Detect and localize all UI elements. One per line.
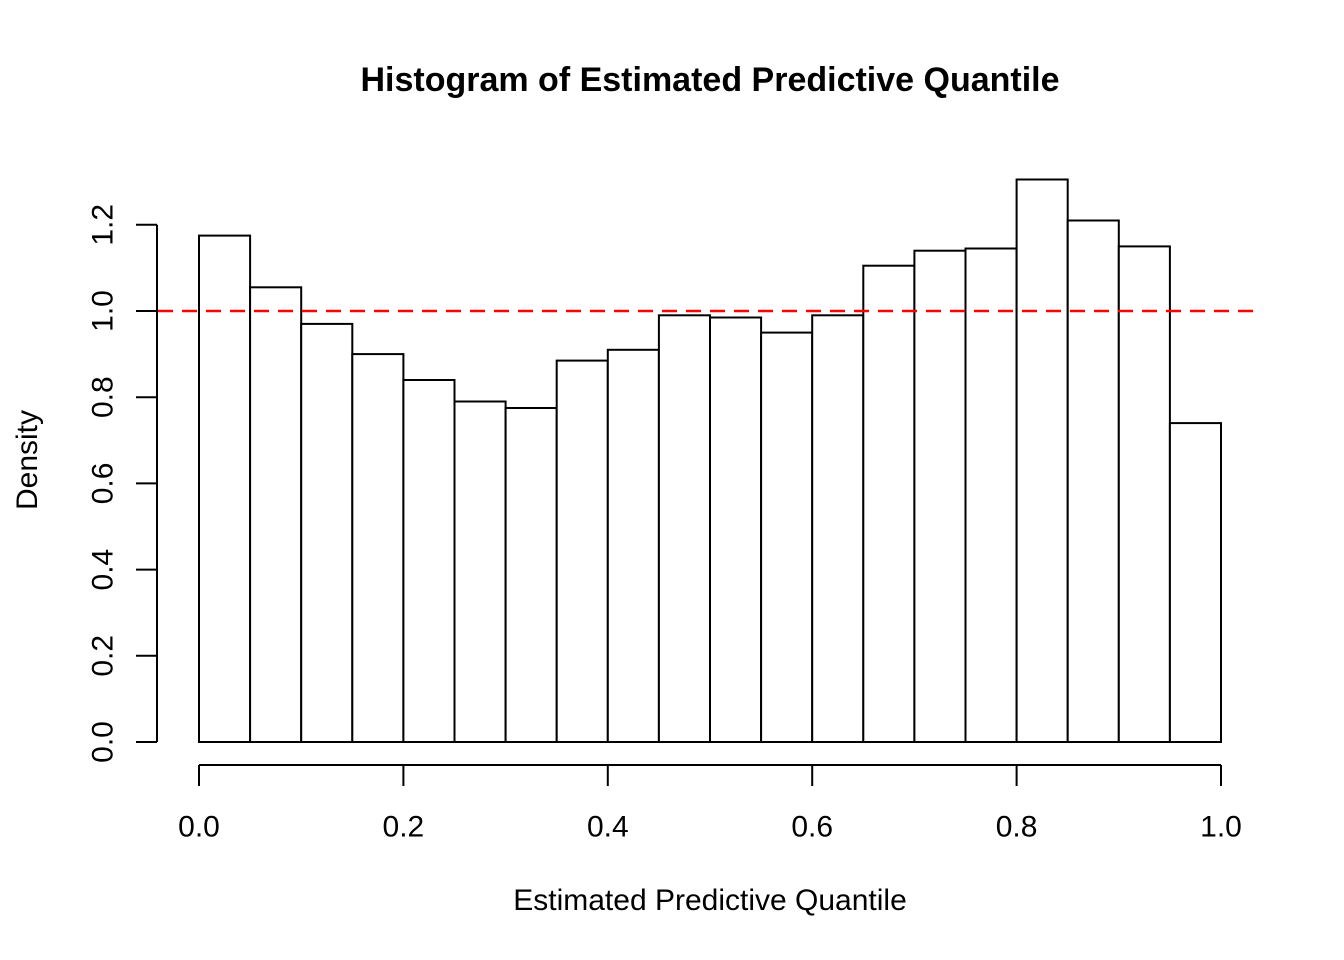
histogram-bar (1015, 178, 1069, 743)
y-tick-label: 0.6 (87, 463, 120, 505)
y-tick-label: 0.0 (87, 721, 120, 763)
histogram-bar (811, 314, 865, 743)
histogram-bar (402, 379, 456, 743)
x-tick-label: 0.2 (383, 811, 425, 844)
histogram-bar (913, 249, 967, 743)
y-tick-label: 1.2 (87, 204, 120, 246)
y-tick-label: 0.2 (87, 635, 120, 677)
histogram-bar (1066, 219, 1120, 743)
histogram-bar (1117, 245, 1171, 743)
x-axis-title: Estimated Predictive Quantile (513, 884, 907, 917)
histogram-bar (606, 348, 660, 743)
chart-title: Histogram of Estimated Predictive Quanti… (360, 61, 1060, 99)
histogram-bar (300, 322, 354, 743)
y-tick-label: 0.8 (87, 376, 120, 418)
histogram-bar (504, 407, 558, 743)
x-tick-label: 0.0 (178, 811, 220, 844)
histogram-bar (351, 353, 405, 743)
y-tick-label: 1.0 (87, 290, 120, 332)
histogram-bar (249, 286, 303, 743)
histogram-bar (657, 314, 712, 743)
histogram-bar (760, 331, 814, 743)
x-tick-label: 0.4 (587, 811, 629, 844)
histogram-bar (964, 247, 1018, 743)
histogram-bar (453, 400, 507, 743)
histogram-bar (198, 234, 252, 743)
histogram-bar (709, 316, 763, 743)
x-tick-label: 0.6 (791, 811, 833, 844)
x-tick-label: 0.8 (996, 811, 1038, 844)
histogram-bar (862, 264, 916, 743)
y-axis-title: Density (11, 409, 44, 511)
y-tick-label: 0.4 (87, 549, 120, 591)
histogram-bar (555, 359, 609, 743)
histogram-bar (1168, 422, 1223, 743)
x-tick-label: 1.0 (1200, 811, 1242, 844)
